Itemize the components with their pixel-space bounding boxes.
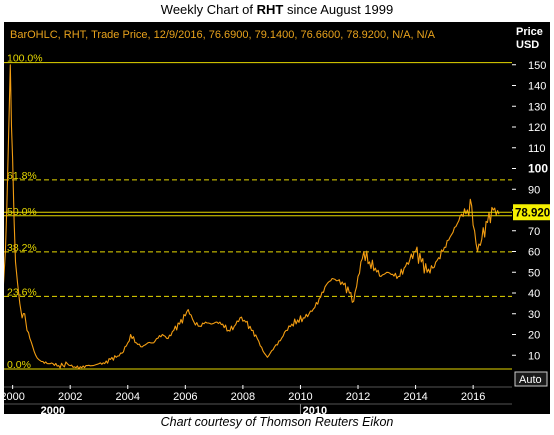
y-tick-label: 110 (528, 143, 546, 155)
last-price-label: 78.920 (515, 208, 550, 220)
page-title: Weekly Chart of RHT since August 1999 (0, 2, 554, 17)
x-tick-label: 2006 (173, 391, 197, 403)
y-tick-label: 10 (528, 350, 540, 362)
price-chart: 100.0%61.8%50.0%38.2%23.6%0.0% 102030405… (4, 26, 550, 414)
fib-level-label: 61.8% (7, 170, 37, 182)
price-series-line (4, 64, 500, 370)
title-ticker: RHT (256, 2, 284, 17)
price-series (4, 64, 500, 370)
y-tick-label: 100 (528, 162, 548, 176)
fib-level-label: 0.0% (7, 359, 31, 371)
info-line: BarOHLC, RHT, Trade Price, 12/9/2016, 76… (10, 29, 436, 41)
x-tick-label: 2012 (346, 391, 370, 403)
chart-caption: Chart courtesy of Thomson Reuters Eikon (160, 415, 394, 429)
x-axis: 2000 2002 2004 2006 2008 2010 2012 2014 2016 2000… (4, 385, 512, 414)
y-axis: 10203040506070809010011012013014015078.9… (4, 60, 550, 362)
chart-frame: 100.0% 61.8% 50.0% 38.2% 23.6% 0.0% 10 20 30 40 5… (4, 22, 550, 414)
y-tick-label: 70 (528, 226, 540, 238)
auto-label[interactable]: Auto (519, 374, 542, 386)
y-axis-header-price: Price (516, 26, 543, 38)
x-tick-label: 2004 (116, 391, 140, 403)
x-tick-label: 2000 (4, 391, 25, 403)
auto-button[interactable]: Auto (514, 371, 548, 387)
last-price-box (513, 204, 550, 221)
y-tick-label: 60 (528, 247, 540, 259)
x-decade-label: 2010 (303, 405, 327, 414)
y-tick-label: 150 (528, 60, 546, 72)
title-suffix: since August 1999 (283, 2, 394, 17)
fib-level-label: 23.6% (7, 286, 37, 298)
y-tick-label: 40 (528, 288, 540, 300)
y-tick-label: 130 (528, 101, 546, 113)
x-decade-label: 2000 (41, 405, 65, 414)
y-tick-label: 140 (528, 81, 546, 93)
fib-level-label: 38.2% (7, 242, 37, 254)
fib-levels: 100.0%61.8%50.0%38.2%23.6%0.0% (4, 53, 512, 371)
y-tick-label: 50 (528, 267, 540, 279)
x-tick-label: 2016 (461, 391, 485, 403)
y-tick-label: 20 (528, 330, 540, 342)
x-tick-label: 2002 (58, 391, 82, 403)
y-tick-label: 30 (528, 309, 540, 321)
x-tick-label: 2008 (231, 391, 255, 403)
title-prefix: Weekly Chart of (160, 2, 257, 17)
fib-level-label: 100.0% (7, 53, 43, 65)
x-tick-label: 2014 (403, 391, 427, 403)
x-tick-label: 2010 (288, 391, 312, 403)
y-axis-header-usd: USD (516, 39, 539, 51)
y-tick-label: 120 (528, 122, 546, 134)
y-tick-label: 90 (528, 184, 540, 196)
